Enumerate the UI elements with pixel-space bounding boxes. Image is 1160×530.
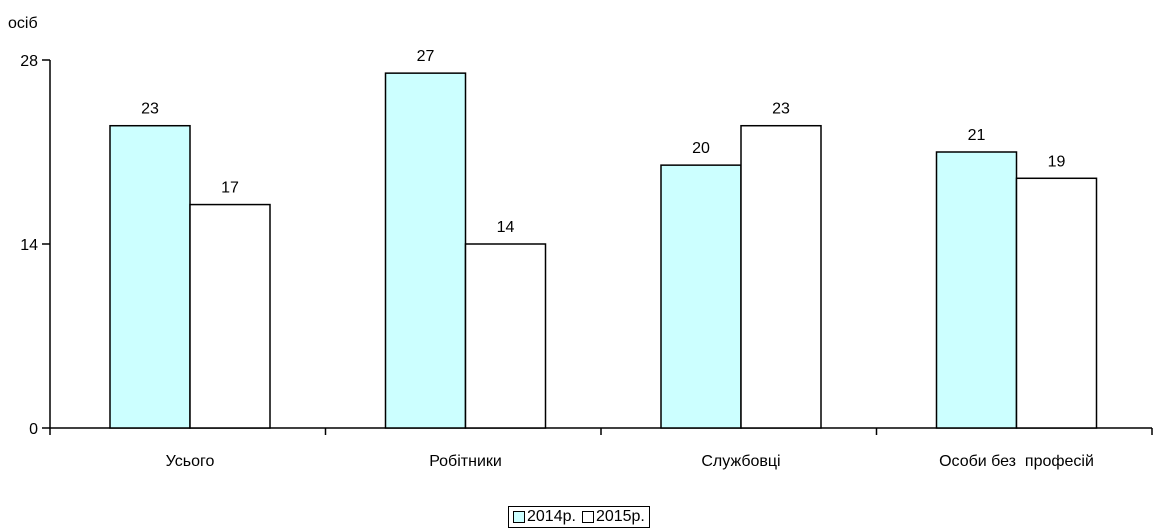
legend-label-2014: 2014р.	[527, 508, 576, 525]
bar-chart: осіб 0 14 28 Усього Робітники Службовці Особи …	[8, 15, 1153, 470]
data-label: 23	[772, 101, 790, 118]
y-axis-label: осіб	[8, 15, 38, 32]
legend-swatch-2014	[513, 511, 525, 523]
legend-label-2015: 2015р.	[595, 508, 645, 525]
legend-swatch-2015	[581, 511, 594, 523]
data-label: 14	[497, 219, 515, 236]
x-tick-label: Службовці	[701, 453, 780, 470]
data-labels: 23 17 27 14 20 23 21 19	[141, 48, 1065, 236]
x-tick-label: Усього	[166, 453, 215, 470]
bar-2015	[1015, 177, 1098, 429]
x-tick-label: Особи без професій	[939, 453, 1094, 470]
legend: 2014р. 2015р.	[508, 506, 650, 528]
bar-2014	[109, 124, 191, 429]
bar-2015	[464, 243, 547, 429]
y-tick-label: 0	[29, 421, 38, 438]
x-tick-label: Робітники	[429, 453, 502, 470]
data-label: 27	[417, 48, 435, 65]
legend-item-2014: 2014р.	[513, 508, 576, 526]
data-label: 20	[692, 140, 710, 157]
bar-2014	[660, 164, 742, 429]
data-label: 19	[1048, 153, 1066, 170]
bar-2015	[189, 203, 271, 429]
data-label: 23	[141, 101, 159, 118]
bar-2014	[935, 151, 1018, 429]
data-label: 17	[221, 180, 239, 197]
legend-item-2015: 2015р.	[581, 508, 645, 526]
data-label: 21	[968, 127, 986, 144]
bar-2015	[740, 124, 822, 429]
bar-2014	[384, 72, 467, 429]
bars	[109, 72, 1098, 429]
y-tick-label: 28	[20, 53, 38, 70]
y-tick-label: 14	[20, 237, 38, 254]
